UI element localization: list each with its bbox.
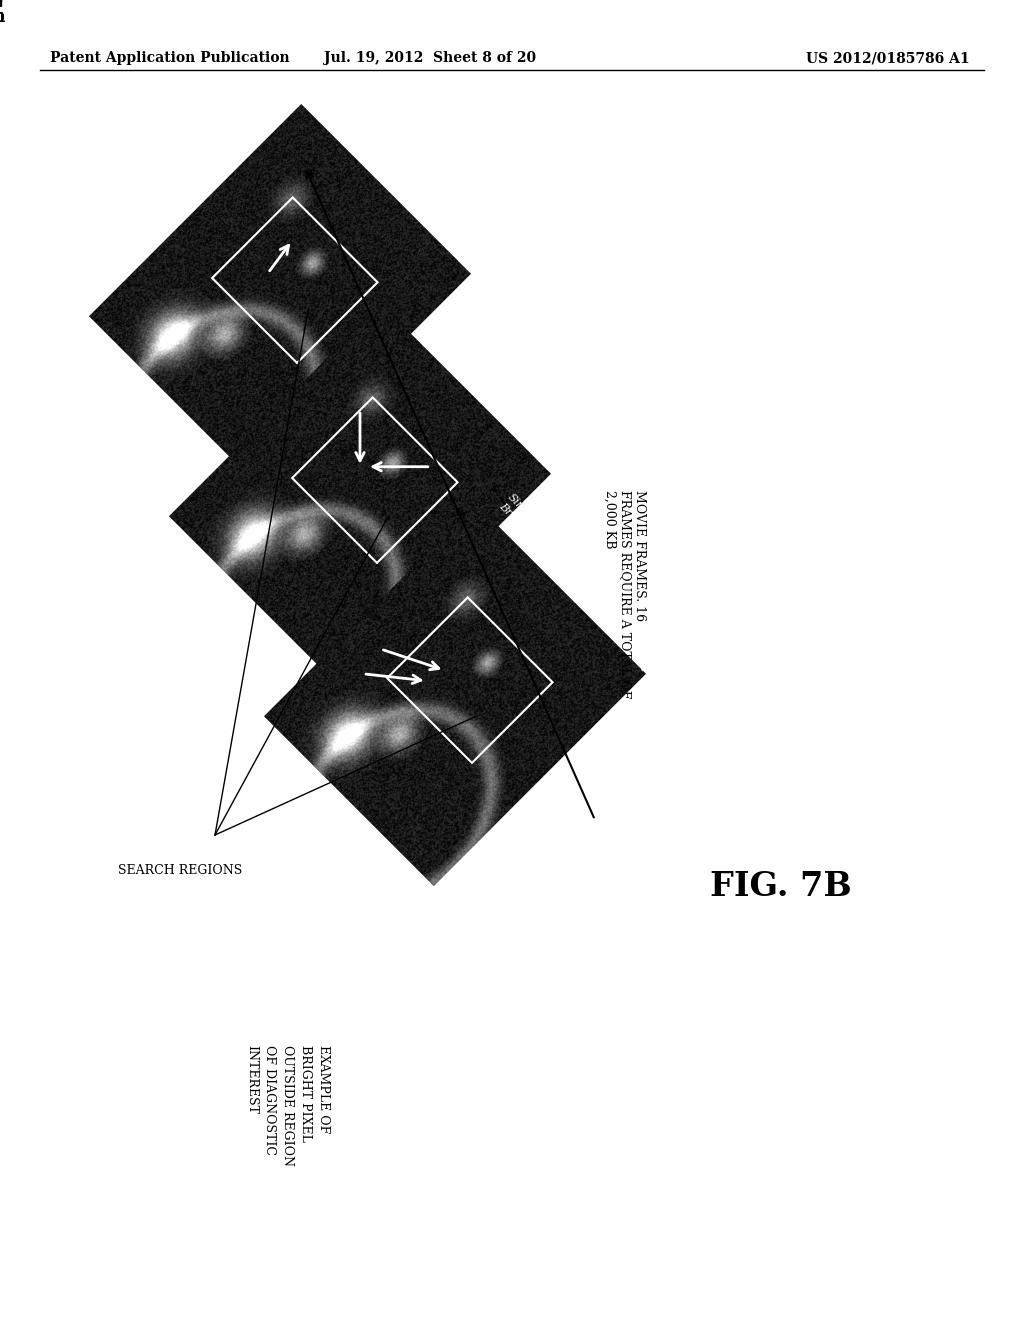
Text: US 2012/0185786 A1: US 2012/0185786 A1 bbox=[806, 51, 970, 65]
Text: MOVIE FRAMES. 16
FRAMES REQUIRE A TOTAL OF
2,000 KB: MOVIE FRAMES. 16 FRAMES REQUIRE A TOTAL … bbox=[603, 490, 646, 698]
Text: FIG. 7B: FIG. 7B bbox=[710, 870, 852, 903]
Text: SEARCH REGIONS: SEARCH REGIONS bbox=[118, 863, 243, 876]
Bar bbox=[212, 198, 378, 363]
Text: Patent Application Publication: Patent Application Publication bbox=[50, 51, 290, 65]
Text: 535: 535 bbox=[454, 253, 474, 273]
Text: 0: 0 bbox=[637, 663, 649, 673]
Text: 225: 225 bbox=[534, 454, 554, 474]
Text: Single
Brightest Pixel: Single Brightest Pixel bbox=[498, 492, 571, 566]
Bar bbox=[292, 397, 458, 562]
Text: EXAMPLE OF
BRIGHT PIXEL
OUTSIDE REGION
OF DIAGNOSTIC
INTEREST: EXAMPLE OF BRIGHT PIXEL OUTSIDE REGION O… bbox=[245, 1045, 330, 1166]
Bar bbox=[387, 598, 553, 763]
Text: Jul. 19, 2012  Sheet 8 of 20: Jul. 19, 2012 Sheet 8 of 20 bbox=[324, 51, 536, 65]
